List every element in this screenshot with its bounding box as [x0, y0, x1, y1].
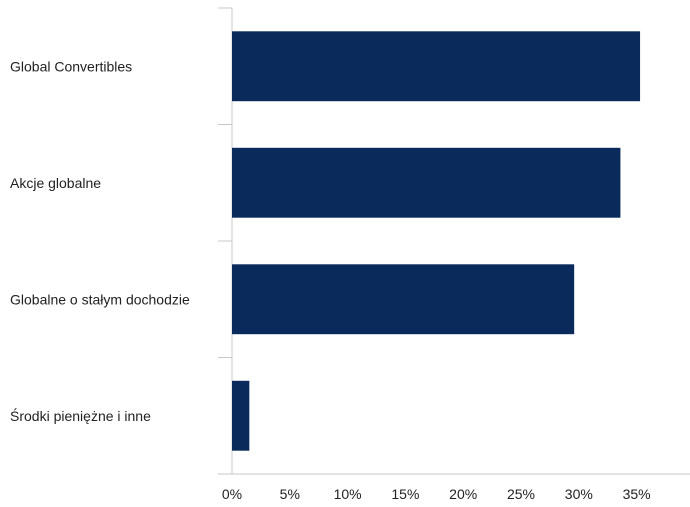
bar-3 [232, 264, 575, 335]
category-label: Global Convertibles [10, 58, 132, 74]
plot-area: Global Convertibles Akcje globalne Globaln… [10, 7, 690, 502]
x-tick-label: 35% [623, 486, 651, 502]
x-tick-label: 20% [449, 486, 477, 502]
bar-1 [232, 31, 641, 102]
x-tick-label: 0% [222, 486, 242, 502]
x-tick-label: 15% [391, 486, 419, 502]
category-label: Akcje globalne [10, 175, 101, 191]
x-tick-label: 10% [334, 486, 362, 502]
bar-4 [232, 380, 250, 451]
bar-2 [232, 147, 621, 218]
x-tick-label: 30% [565, 486, 593, 502]
x-tick-label: 25% [507, 486, 535, 502]
category-label: Środki pieniężne i inne [10, 407, 151, 424]
category-label: Globalne o stałym dochodzie [10, 291, 190, 307]
x-tick-label: 5% [280, 486, 300, 502]
